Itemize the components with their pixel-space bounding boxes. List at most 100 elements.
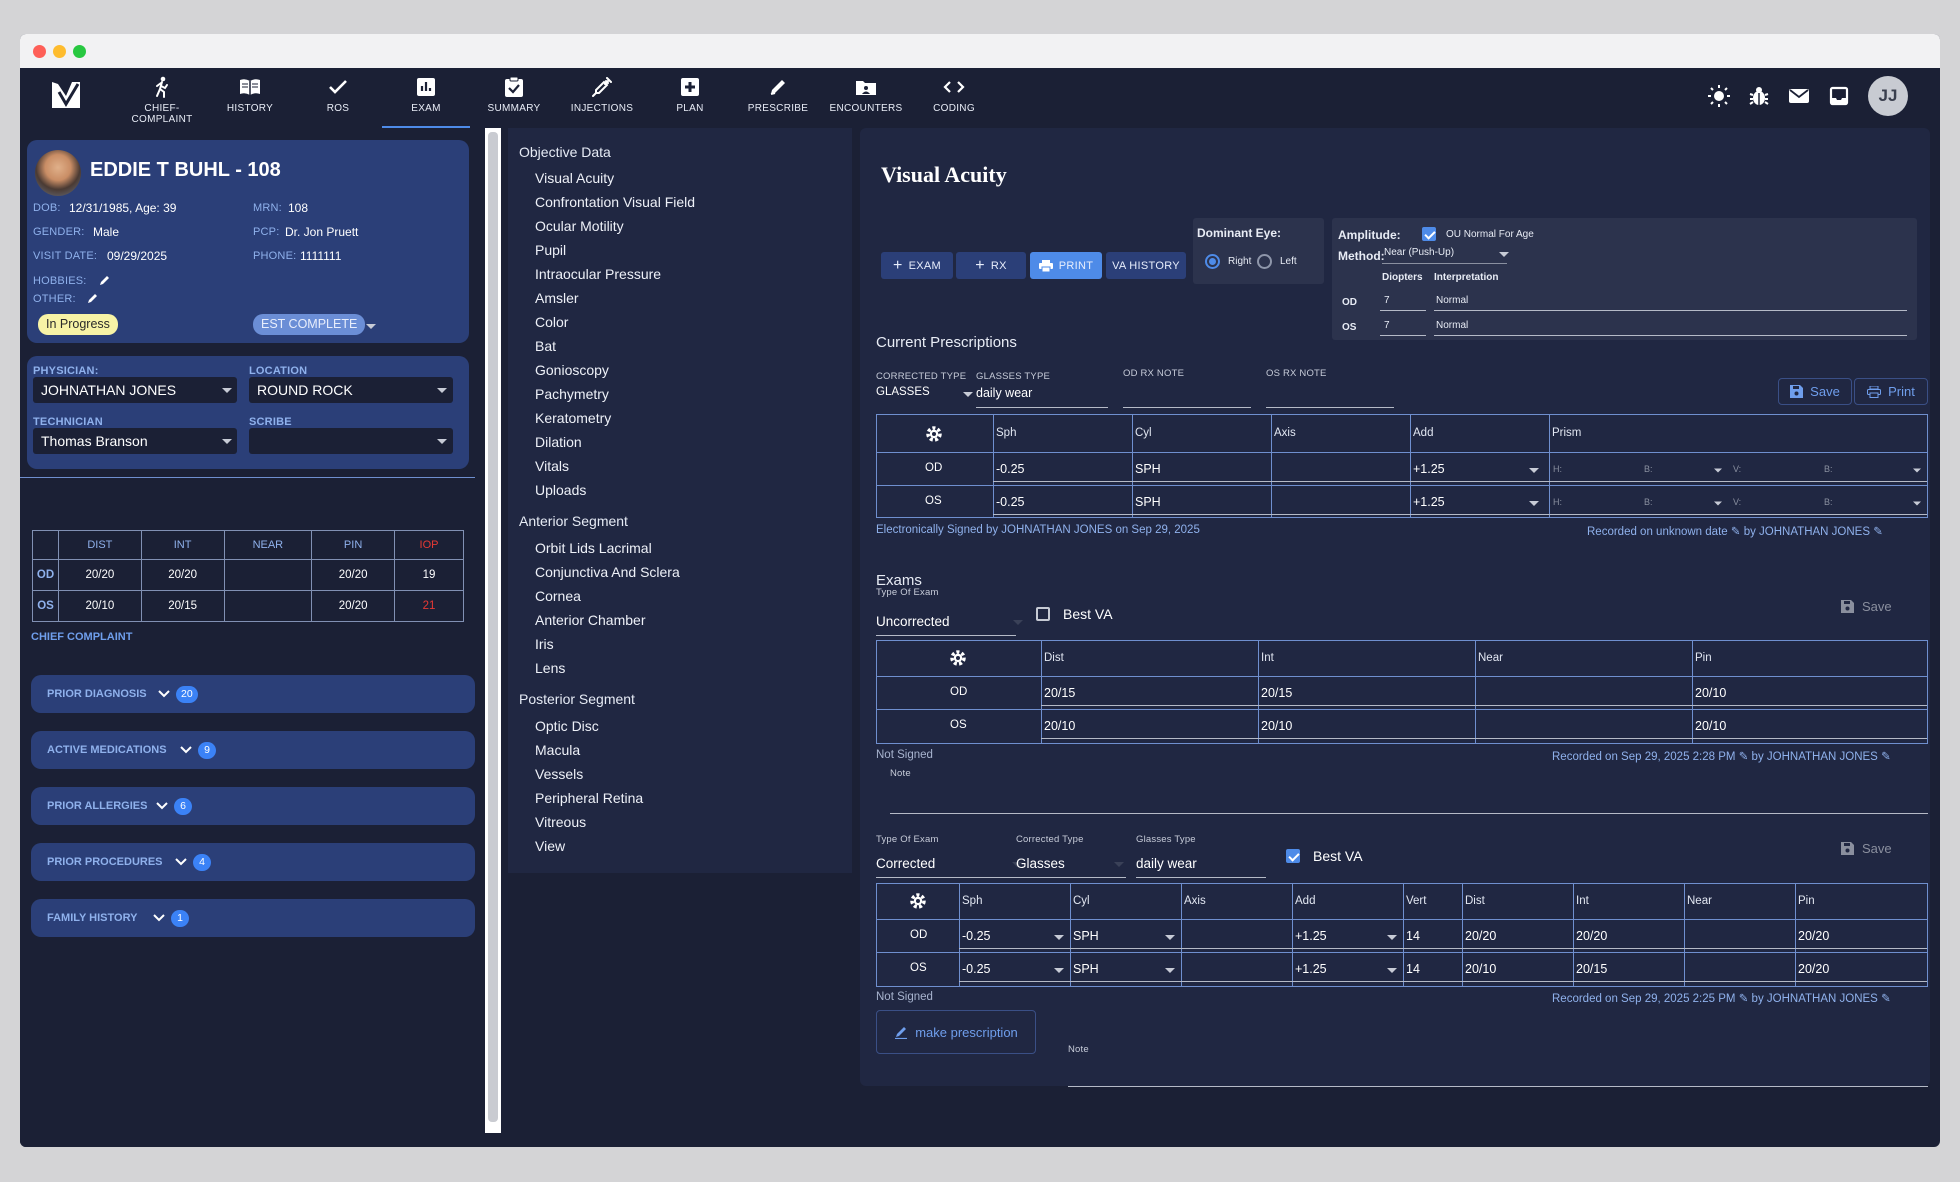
diopters-input[interactable]: 7 — [1384, 320, 1390, 331]
menu-item[interactable]: Uploads — [535, 482, 587, 498]
best-va-checkbox[interactable] — [1036, 607, 1050, 621]
menu-item[interactable]: Lens — [535, 660, 566, 676]
glasses-type-input[interactable]: daily wear — [976, 386, 1033, 400]
menu-item[interactable]: Vessels — [535, 766, 584, 782]
edit-icon[interactable]: ✎ — [1730, 526, 1741, 538]
menu-item[interactable]: Optic Disc — [535, 718, 599, 734]
chevron-down-icon[interactable] — [1165, 968, 1175, 973]
chevron-down-icon[interactable] — [1012, 862, 1022, 867]
ou-normal-checkbox[interactable] — [1422, 227, 1436, 241]
technician-select[interactable]: Thomas Branson — [33, 428, 237, 454]
app-logo[interactable] — [50, 78, 84, 112]
sph-input[interactable]: -0.25 — [996, 495, 1025, 509]
settings-gear-icon[interactable] — [924, 424, 944, 444]
cyl-input[interactable]: SPH — [1135, 462, 1161, 476]
diopters-input[interactable]: 7 — [1384, 295, 1390, 306]
nav-summary[interactable]: SUMMARY — [470, 68, 558, 128]
menu-item[interactable]: Orbit Lids Lacrimal — [535, 540, 652, 556]
menu-item[interactable]: Pachymetry — [535, 386, 609, 402]
scribe-select[interactable] — [249, 428, 453, 454]
scrollbar-thumb[interactable] — [488, 132, 498, 1122]
edit-icon[interactable]: ✎ — [1738, 993, 1749, 1005]
interpretation-input[interactable]: Normal — [1436, 295, 1469, 306]
chevron-down-icon[interactable] — [1114, 862, 1124, 867]
physician-select[interactable]: JOHNATHAN JONES — [33, 377, 237, 403]
est-status-badge[interactable]: EST COMPLETE — [253, 314, 366, 335]
int-input[interactable]: 20/15 — [1576, 962, 1608, 976]
maximize-window-button[interactable] — [73, 45, 86, 58]
edit-icon[interactable]: ✎ — [1738, 751, 1749, 763]
nav-plan[interactable]: PLAN — [646, 68, 734, 128]
chevron-down-icon[interactable] — [1913, 501, 1921, 506]
edit-icon[interactable]: ✎ — [1881, 751, 1891, 763]
dist-input[interactable]: 20/20 — [1465, 929, 1497, 943]
pin-input[interactable]: 20/20 — [1798, 962, 1830, 976]
pin-input[interactable]: 20/10 — [1695, 719, 1727, 733]
chevron-down-icon[interactable] — [1054, 968, 1064, 973]
accordion-family-history[interactable]: FAMILY HISTORY 1 — [31, 899, 475, 937]
settings-gear-icon[interactable] — [908, 891, 928, 911]
corrected-type-select[interactable]: GLASSES — [876, 386, 930, 398]
dist-input[interactable]: 20/10 — [1465, 962, 1497, 976]
int-input[interactable]: 20/15 — [1261, 686, 1293, 700]
menu-item[interactable]: Macula — [535, 742, 581, 758]
menu-item[interactable]: Peripheral Retina — [535, 790, 644, 806]
menu-item[interactable]: Color — [535, 314, 569, 330]
exam-type-select[interactable]: Uncorrected — [876, 614, 950, 629]
add-select[interactable]: +1.25 — [1413, 462, 1445, 476]
nav-prescribe[interactable]: PRESCRIBE — [734, 68, 822, 128]
menu-item[interactable]: Pupil — [535, 242, 567, 258]
menu-item[interactable]: Gonioscopy — [535, 362, 609, 378]
menu-item[interactable]: Amsler — [535, 290, 579, 306]
menu-item[interactable]: Conjunctiva And Sclera — [535, 564, 680, 580]
exam-note-input[interactable] — [1068, 1086, 1928, 1087]
nav-history[interactable]: HISTORY — [206, 68, 294, 128]
menu-item[interactable]: Keratometry — [535, 410, 612, 426]
glasses-type-input[interactable]: daily wear — [1136, 856, 1197, 871]
menu-item[interactable]: View — [535, 838, 566, 854]
user-avatar[interactable]: JJ — [1868, 76, 1908, 116]
chevron-down-icon[interactable] — [366, 324, 376, 329]
chevron-down-icon[interactable] — [1529, 501, 1539, 506]
chevron-down-icon[interactable] — [1165, 935, 1175, 940]
accordion-active-medications[interactable]: ACTIVE MEDICATIONS 9 — [31, 731, 475, 769]
add-select[interactable]: +1.25 — [1295, 962, 1327, 976]
nav-ros[interactable]: ROS — [294, 68, 382, 128]
menu-item[interactable]: Bat — [535, 338, 557, 354]
pin-input[interactable]: 20/10 — [1695, 686, 1727, 700]
add-select[interactable]: +1.25 — [1295, 929, 1327, 943]
nav-chief-complaint[interactable]: CHIEF-COMPLAINT — [118, 68, 206, 128]
pin-input[interactable]: 20/20 — [1798, 929, 1830, 943]
dist-input[interactable]: 20/15 — [1044, 686, 1076, 700]
sidebar-scrollbar[interactable] — [485, 128, 501, 1133]
accordion-prior-allergies[interactable]: PRIOR ALLERGIES 6 — [31, 787, 475, 825]
chevron-down-icon[interactable] — [1499, 252, 1509, 257]
edit-icon[interactable]: ✎ — [1873, 526, 1883, 538]
int-input[interactable]: 20/10 — [1261, 719, 1293, 733]
cyl-input[interactable]: SPH — [1135, 495, 1161, 509]
menu-item[interactable]: Anterior Chamber — [535, 612, 646, 628]
sph-select[interactable]: -0.25 — [962, 962, 991, 976]
cyl-select[interactable]: SPH — [1073, 962, 1099, 976]
accordion-prior-procedures[interactable]: PRIOR PROCEDURES 4 — [31, 843, 475, 881]
status-badge[interactable]: In Progress — [38, 314, 118, 335]
exam-type-select[interactable]: Corrected — [876, 856, 936, 871]
menu-item[interactable]: Vitals — [535, 458, 569, 474]
chevron-down-icon[interactable] — [437, 439, 447, 444]
nav-injections[interactable]: INJECTIONS — [558, 68, 646, 128]
report-bug-button[interactable] — [1745, 82, 1773, 110]
nav-exam[interactable]: EXAM — [382, 68, 470, 128]
od-rx-note-input[interactable] — [1123, 407, 1251, 408]
dist-input[interactable]: 20/10 — [1044, 719, 1076, 733]
right-eye-radio[interactable] — [1205, 254, 1220, 269]
inbox-button[interactable] — [1825, 82, 1853, 110]
menu-item[interactable]: Iris — [535, 636, 554, 652]
nav-coding[interactable]: CODING — [910, 68, 998, 128]
chevron-down-icon[interactable] — [1529, 468, 1539, 473]
vert-input[interactable]: 14 — [1406, 962, 1420, 976]
print-rx-button[interactable]: Print — [1854, 378, 1928, 405]
edit-other-icon[interactable] — [87, 292, 99, 304]
chevron-down-icon[interactable] — [1013, 620, 1023, 625]
left-eye-radio[interactable] — [1257, 254, 1272, 269]
chevron-down-icon[interactable] — [1387, 935, 1397, 940]
